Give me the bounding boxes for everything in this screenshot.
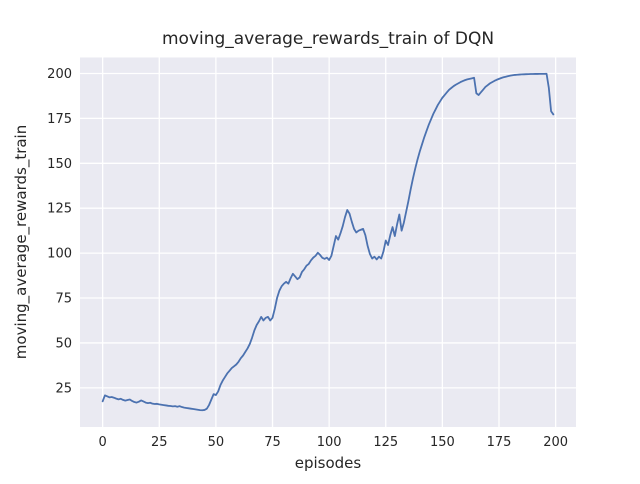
x-tick-label: 50 bbox=[208, 435, 225, 450]
x-tick-label: 200 bbox=[543, 435, 568, 450]
y-tick-label: 75 bbox=[55, 292, 72, 307]
y-tick-label: 200 bbox=[47, 67, 72, 82]
line-series bbox=[101, 72, 555, 412]
x-tick-label: 75 bbox=[264, 435, 281, 450]
y-tick-label: 50 bbox=[55, 336, 72, 351]
x-tick-label: 175 bbox=[487, 435, 512, 450]
chart-title: moving_average_rewards_train of DQN bbox=[162, 29, 494, 49]
x-tick-label: 25 bbox=[151, 435, 168, 450]
y-tick-label: 125 bbox=[47, 202, 72, 217]
x-tick-label: 0 bbox=[99, 435, 107, 450]
x-tick-label: 150 bbox=[430, 435, 455, 450]
y-axis-label: moving_average_rewards_train bbox=[12, 125, 31, 359]
y-tick-label: 25 bbox=[55, 381, 72, 396]
y-tick-labels: 25 50 75 100 125 150 175 200 bbox=[47, 67, 72, 396]
y-tick-label: 100 bbox=[47, 247, 72, 262]
x-tick-label: 125 bbox=[373, 435, 398, 450]
x-tick-label: 100 bbox=[317, 435, 342, 450]
y-tick-label: 150 bbox=[47, 157, 72, 172]
x-axis-label: episodes bbox=[295, 454, 362, 472]
plot-area bbox=[80, 57, 576, 427]
y-tick-label: 175 bbox=[47, 112, 72, 127]
x-tick-labels: 0 25 50 75 100 125 150 175 200 bbox=[99, 435, 569, 450]
